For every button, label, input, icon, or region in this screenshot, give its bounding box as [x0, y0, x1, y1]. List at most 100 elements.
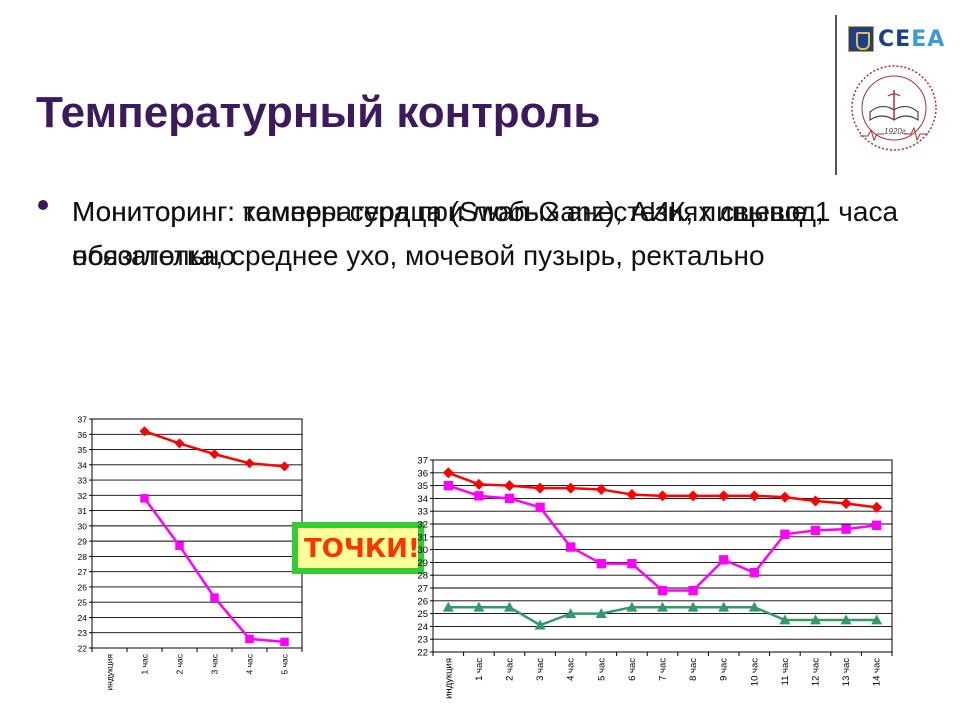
series-0-point — [473, 478, 485, 490]
y-tick-label: 32 — [78, 491, 88, 501]
series-0-point — [595, 483, 607, 495]
chart-left: 22 23 24 25 26 27 28 29 30 31 32 33 34 35 36 37 индукция… — [78, 415, 303, 691]
bullet-marker — [38, 200, 48, 210]
series-2-point — [626, 601, 638, 612]
x-tick-label: 4 час — [566, 658, 577, 681]
series-1-point — [841, 524, 851, 534]
y-tick-label: 31 — [417, 532, 428, 543]
x-tick-label: 11 час — [780, 658, 791, 686]
series-0-point — [871, 501, 883, 513]
x-tick-label: 10 час — [749, 658, 760, 686]
series-0-point — [279, 461, 290, 472]
series-1-point — [719, 555, 729, 565]
plot-area — [432, 459, 893, 653]
bullet-text-monitoring-b: Мониторинг: камеры сердца (Swan-Ganz), А… — [72, 196, 824, 271]
y-tick-label: 30 — [78, 521, 88, 531]
series-0-point — [534, 482, 546, 494]
series-2-point — [595, 608, 607, 618]
series-0-point — [657, 490, 668, 502]
series-1-point — [245, 634, 254, 644]
y-tick-label: 37 — [78, 415, 88, 425]
y-tick-label: 24 — [417, 622, 428, 633]
y-tick-label: 25 — [417, 609, 428, 620]
series-0-point — [779, 491, 791, 503]
x-tick-label: 5 час — [280, 653, 290, 674]
series-1-point — [443, 480, 453, 491]
series-0-point — [139, 426, 150, 437]
y-tick-label: 24 — [78, 613, 88, 623]
series-1-point — [280, 637, 289, 647]
series-2-point — [442, 601, 454, 612]
y-tick-label: 33 — [78, 476, 88, 486]
series-2-point — [810, 614, 821, 625]
ceea-emblem-icon — [848, 26, 874, 52]
x-tick-label: 2 час — [505, 658, 516, 681]
series-0-point — [748, 490, 760, 502]
y-tick-label: 34 — [78, 460, 88, 470]
series-1-point — [566, 542, 576, 552]
y-tick-label: 25 — [78, 598, 88, 608]
series-0-point — [442, 467, 454, 479]
series-0-point — [504, 480, 515, 492]
y-tick-label: 27 — [78, 567, 88, 577]
series-1-point — [810, 525, 821, 536]
series-1-point — [504, 493, 515, 504]
y-tick-label: 22 — [78, 644, 88, 654]
header-divider — [835, 15, 837, 175]
series-1-point — [210, 593, 219, 602]
x-tick-label: 3 час — [535, 658, 546, 681]
x-tick-label: 5 час — [596, 658, 607, 681]
callout-inner: ТОЧКИ! — [298, 528, 418, 568]
series-2-point — [473, 601, 485, 612]
series-2-point — [565, 608, 577, 618]
series-2-point — [840, 614, 852, 625]
ceea-logo-text: CEEA — [878, 27, 946, 52]
slide-title: Температурный контроль — [36, 88, 601, 137]
y-tick-label: 27 — [417, 584, 428, 595]
x-tick-label: 3 час — [210, 653, 220, 674]
callout-box: ТОЧКИ! — [292, 522, 424, 574]
y-tick-label: 26 — [78, 582, 88, 592]
y-tick-label: 29 — [417, 558, 428, 569]
series-2-point — [748, 601, 760, 612]
series-2-point — [687, 601, 699, 612]
y-tick-label: 36 — [417, 468, 428, 479]
x-tick-label: 14 час — [872, 658, 883, 686]
series-2-point — [718, 601, 730, 612]
series-2-point — [871, 614, 883, 625]
series-2-point — [657, 601, 668, 612]
series-0-point — [810, 495, 821, 507]
y-tick-label: 26 — [417, 596, 428, 607]
y-tick-label: 37 — [417, 456, 428, 467]
x-tick-label: 12 час — [811, 658, 822, 686]
x-tick-label: 1 час — [140, 653, 150, 674]
ceea-logo: CEEA — [848, 26, 948, 56]
y-tick-label: 33 — [417, 507, 428, 518]
callout-text: ТОЧКИ! — [304, 534, 418, 564]
series-0-point — [687, 490, 699, 502]
y-tick-label: 32 — [417, 520, 428, 531]
series-0-point — [244, 458, 255, 469]
series-2-point — [504, 601, 515, 612]
x-tick-label: 8 час — [688, 658, 699, 681]
x-tick-label: 7 час — [658, 658, 669, 681]
x-tick-label: 6 час — [627, 658, 638, 681]
series-0-point — [174, 438, 185, 449]
y-tick-label: 30 — [417, 545, 428, 556]
y-tick-label: 22 — [417, 648, 428, 659]
y-tick-label: 34 — [417, 494, 428, 505]
series-1-point — [474, 491, 484, 501]
series-2-point — [779, 614, 791, 625]
seal-year: 1920г. — [884, 127, 908, 136]
x-tick-label: 2 час — [175, 653, 185, 674]
series-1-point — [596, 559, 606, 569]
y-tick-label: 23 — [78, 628, 88, 638]
y-tick-label: 36 — [78, 430, 88, 440]
series-1-point — [780, 529, 790, 539]
series-1-point — [749, 567, 759, 578]
bullet-text-monitoring-a: Мониторинг: температура при любых анесте… — [72, 196, 899, 271]
series-0-point — [840, 498, 852, 510]
society-seal-logo: 1920г. — [851, 65, 937, 151]
x-tick-label: 1 час — [474, 658, 485, 681]
